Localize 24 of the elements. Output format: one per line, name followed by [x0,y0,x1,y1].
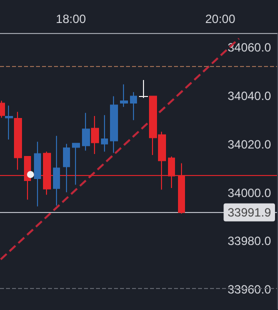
candlestick [130,92,137,121]
candlestick [168,156,175,188]
candlestick [53,135,60,206]
candlestick [178,162,185,214]
candlestick [5,105,13,140]
candlestick [24,156,31,200]
candlestick [91,116,99,155]
y-tick-label: 34020.0 [228,137,272,152]
y-tick-label: 34060.0 [228,40,272,55]
candlestick [43,151,51,196]
candlestick [72,142,80,186]
candlestick [110,96,118,154]
candlestick [120,84,128,108]
x-tick-label: 20:00 [205,12,236,26]
candlestick [14,111,22,170]
y-tick-label: 34000.0 [228,186,272,200]
candlestick [34,141,41,207]
y-tick-label: 33980.0 [228,234,272,248]
ref-line-label: 33991.9 [228,205,272,220]
x-tick-label: 18:00 [56,12,86,26]
candlestick [82,112,90,152]
candlestick [63,143,70,193]
candlestick [101,114,108,152]
y-tick-label: 34040.0 [228,88,272,103]
